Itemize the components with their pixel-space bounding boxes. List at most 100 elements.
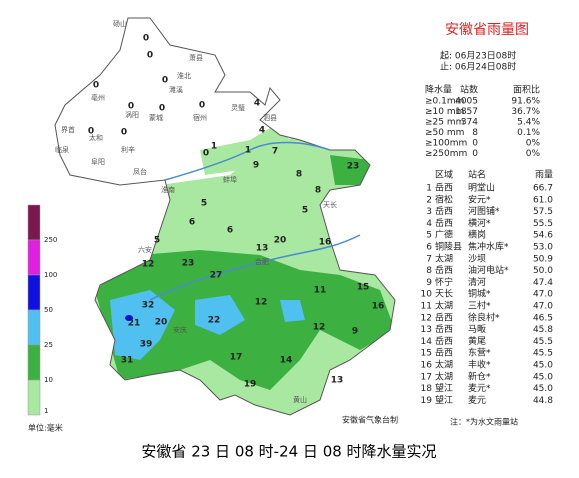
rain-value: 5 [302,206,308,216]
rain-value: 16 [319,238,332,248]
rain-value: 14 [280,356,293,366]
rain-value: 21 [128,319,141,329]
rank-cell: 横岗 [468,229,486,241]
stats-cell: 5.4% [517,118,540,128]
rank-cell: 太湖 [435,252,453,264]
rain-value: 22 [208,316,221,326]
place-name: 宿州 [193,113,207,122]
place-name: 蒙城 [149,113,163,122]
place-name: 合肥 [255,257,269,266]
rain-value: 1 [211,142,217,152]
rank-cell: 50.9 [533,254,553,264]
rank-cell: 铜城* [468,288,491,300]
rain-value: 5 [154,236,160,246]
place-name: 濉溪 [169,85,183,94]
rank-cell: 丰收* [468,359,491,371]
rank-cell: 15 [421,349,432,359]
rank-header: 雨量 [535,170,553,181]
rain-value: 27 [210,271,223,281]
rank-cell: 清河 [468,276,486,288]
stats-cell: ≥0.1mm [425,97,464,107]
rank-cell: 2 [426,195,432,205]
rank-cell: 铜陵县 [435,241,462,253]
rank-cell: 麦元* [468,382,491,394]
stats-cell: 0.1% [517,128,540,138]
rank-cell: 黄尾 [468,335,486,347]
place-name: 黄山 [293,395,307,404]
rain-value: 16 [372,302,385,312]
rank-cell: 1 [426,184,432,194]
rank-cell: 47.0 [533,290,553,300]
rank-cell: 麦元 [468,394,486,406]
place-name: 安庆 [173,325,187,334]
rain-value: 0 [199,101,205,111]
stats-cell: 4005 [455,97,478,107]
rank-cell: 岳西 [435,182,453,194]
rank-cell: 岳西 [435,205,453,217]
stats-header: 站数 [460,84,478,96]
light-rain-area [200,125,290,175]
rank-cell: 河图铺* [468,205,500,217]
rain-value: 7 [272,147,278,157]
rank-cell: 44.8 [533,396,553,406]
rank-cell: 新仓* [468,370,491,382]
rain-value: 12 [142,260,155,270]
rank-cell: 12 [421,313,432,323]
rank-cell: 岳西 [435,323,453,335]
rank-cell: 19 [421,396,433,406]
rain-value: 20 [274,236,287,246]
rank-cell: 8 [426,266,432,276]
stats-cell: ≥50 mm [425,128,464,138]
rank-cell: 10 [421,290,433,300]
rank-cell: 16 [421,361,433,371]
legend-label: 100 [44,271,57,279]
place-name: 淮南 [161,185,175,194]
map-title: 安徽省雨量图 [445,22,529,38]
heavy-rain-area [195,295,245,335]
rank-cell: 18 [421,384,433,394]
place-name: 砀山 [113,19,127,28]
rank-cell: 三村* [468,300,491,312]
place-name: 太和 [89,133,103,142]
rank-cell: 7 [426,254,432,264]
rain-value: 4 [254,99,260,109]
rank-cell: 马畈 [468,323,486,335]
end-time: 止: 06月24日08时 [440,61,516,73]
rank-cell: 47.4 [533,278,553,288]
rain-value: 23 [182,259,195,269]
rain-value: 9 [253,161,259,171]
rank-cell: 61.0 [533,195,553,205]
rank-cell: 徐良村* [468,311,500,323]
rank-cell: 3 [426,207,432,217]
stats-header: 降水量 [425,84,452,96]
rank-cell: 57.5 [533,207,553,217]
legend-label: 25 [44,341,53,349]
start-time: 起: 06月23日08时 [440,50,516,62]
rank-cell: 横河* [468,217,491,229]
rank-cell: 13 [421,325,432,335]
stats-cell: ≥25 mm [425,118,464,128]
rain-value: 8 [296,170,302,180]
stats-cell: ≥100mm [425,139,467,149]
rank-cell: 岳西 [435,264,453,276]
rank-cell: 45.5 [533,337,553,347]
rain-value: 0 [159,104,165,114]
rank-cell: 6 [426,243,432,253]
rank-cell: 岳西 [435,311,453,323]
rain-value: 0 [88,127,94,137]
credit: 安徽省气象台制 [342,415,398,425]
rank-cell: 17 [421,372,432,382]
rank-header: 区域 [435,169,453,181]
stats-cell: 374 [461,118,478,128]
legend-swatch [27,344,41,381]
rain-value: 23 [347,162,360,172]
rank-cell: 怀宁 [435,276,453,288]
heavy-rain-area [280,300,305,322]
rain-value: 8 [315,186,321,196]
stats-cell: 1857 [455,107,478,117]
rank-cell: 9 [426,278,432,288]
legend-swatch [27,274,41,311]
rank-cell: 53.0 [533,243,553,253]
